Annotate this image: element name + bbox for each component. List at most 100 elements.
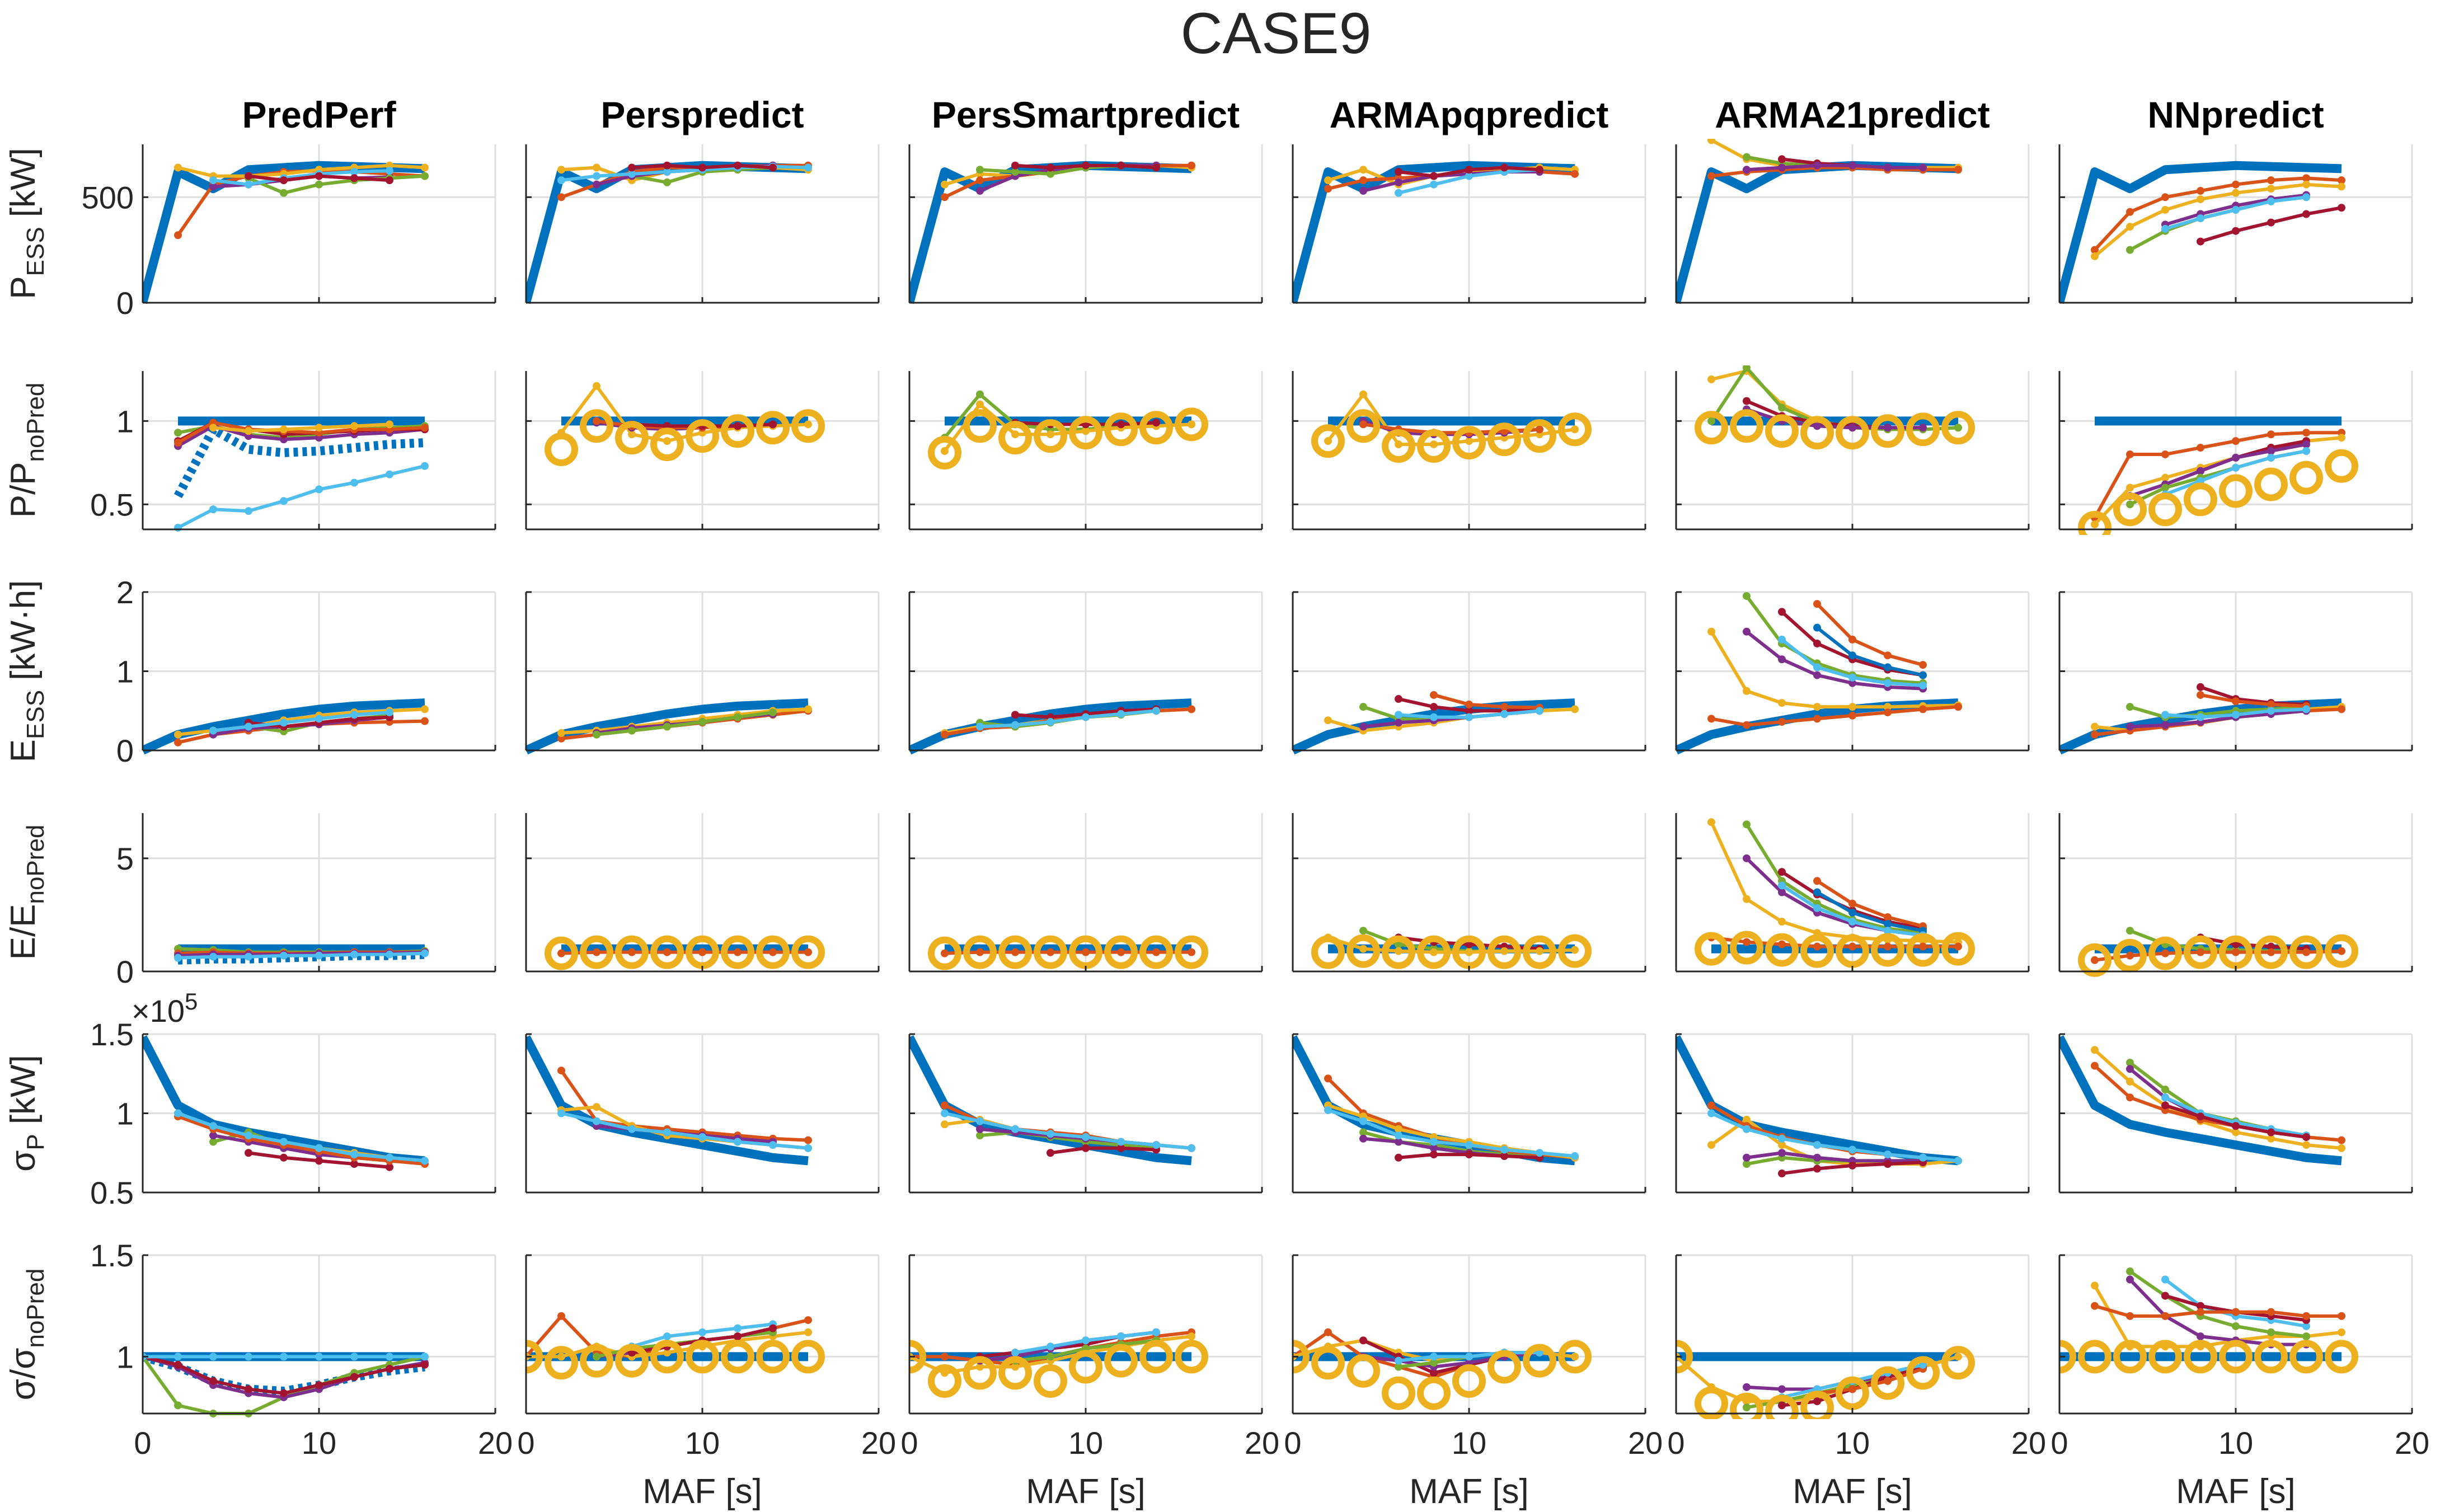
series-point — [1884, 920, 1892, 928]
series-point — [1707, 1109, 1715, 1117]
series-point — [1047, 1149, 1054, 1157]
ratio-circle-marker — [2219, 935, 2253, 969]
series-point — [2126, 1312, 2134, 1320]
series-point — [734, 161, 742, 170]
series-point — [245, 722, 252, 731]
series-line — [1710, 1111, 1959, 1163]
series-point — [593, 180, 600, 189]
series-line — [561, 707, 809, 735]
series-line — [1711, 705, 1959, 727]
ratio-circle-marker — [2113, 492, 2147, 527]
series-line — [213, 422, 390, 433]
series-point — [174, 163, 182, 172]
series-point — [421, 949, 429, 957]
ratio-circle-marker — [1311, 935, 1345, 969]
ratio-circle-marker — [1558, 412, 1592, 447]
plot-area — [928, 390, 1208, 469]
y-tick-label: 2 — [116, 575, 134, 610]
series-point — [976, 1363, 984, 1371]
series-point — [1011, 161, 1019, 170]
series-point — [2267, 185, 2275, 193]
series-point — [1778, 635, 1786, 644]
series-line — [561, 1111, 809, 1150]
series-point — [1778, 1134, 1786, 1143]
series-point — [1188, 705, 1195, 713]
ratio-circle-marker — [1800, 416, 1834, 450]
series-point — [1500, 163, 1508, 172]
subplot-sigmaRatio-4: 0 10 20 MAF [s] — [1667, 1254, 2046, 1511]
plot-area — [173, 416, 429, 532]
series-point — [1954, 703, 1962, 711]
series-point — [1707, 1101, 1715, 1110]
series-point — [557, 949, 565, 957]
series-point — [1848, 161, 1856, 170]
series-point — [1884, 424, 1892, 432]
series-point — [209, 182, 217, 191]
series-point — [804, 705, 812, 713]
series-point — [1813, 623, 1821, 632]
series-point — [1954, 166, 1962, 174]
ratio-circle-marker — [1523, 1344, 1556, 1378]
series-point — [1047, 1353, 1054, 1361]
subplot-sigmaRatio-1: 0 10 20 MAF [s] — [517, 1254, 896, 1511]
series-point — [734, 1332, 742, 1341]
series-line — [177, 163, 425, 178]
ratio-circle-marker — [791, 1340, 825, 1374]
x-axis-label: MAF [s] — [1793, 1472, 1912, 1511]
ratio-circle-marker — [1104, 1344, 1138, 1378]
subplot-sigmaP-5 — [2058, 1033, 2413, 1194]
ratio-circle-marker — [580, 1344, 613, 1378]
ratio-circle-marker — [1034, 1364, 1067, 1398]
ratio-circle-marker — [963, 1356, 997, 1390]
series-point — [209, 1122, 217, 1130]
series-point — [2338, 182, 2345, 191]
series-point — [315, 485, 323, 494]
series-point — [2232, 1322, 2240, 1330]
series-point — [2091, 1046, 2099, 1054]
series-point — [1919, 942, 1927, 951]
series-point — [1465, 700, 1473, 708]
series-point — [1884, 927, 1892, 935]
series-point — [2338, 947, 2345, 955]
series-point — [2267, 447, 2275, 455]
ratio-circle-marker — [545, 936, 578, 970]
ratio-circle-marker — [1730, 409, 1763, 443]
series-point — [209, 424, 217, 432]
series-point — [976, 400, 984, 408]
series-point — [1359, 945, 1367, 953]
series-point — [2161, 1093, 2169, 1102]
series-point — [2302, 1133, 2310, 1141]
y-label-main: P/P — [4, 462, 43, 518]
plot-area — [545, 935, 825, 970]
series-point — [2161, 473, 2169, 482]
series-point — [1082, 1336, 1090, 1345]
x-axis-label: MAF [s] — [1409, 1472, 1529, 1511]
ratio-circle-marker — [1836, 416, 1869, 450]
series-line — [1327, 1108, 1575, 1158]
series-point — [1465, 940, 1473, 948]
x-tick-label: 20 — [2395, 1425, 2429, 1461]
series-point — [1011, 1349, 1019, 1357]
ratio-circle-marker — [1941, 411, 1975, 445]
series-point — [1848, 908, 1856, 917]
series-point — [1465, 1353, 1473, 1361]
series-point — [2091, 520, 2099, 529]
plot-area — [143, 1352, 429, 1417]
series-line — [2093, 176, 2342, 251]
plot-area — [928, 935, 1208, 970]
series-point — [1813, 1141, 1821, 1149]
series-point — [1707, 417, 1715, 425]
series-point — [1359, 1134, 1367, 1143]
series-point — [2126, 1093, 2134, 1102]
subplot-ERatio-4 — [1675, 813, 2030, 973]
series-line — [1746, 163, 1923, 172]
series-point — [315, 1353, 323, 1361]
series-point — [1919, 705, 1927, 713]
series-point — [2161, 1292, 2169, 1300]
series-point — [1047, 1342, 1054, 1351]
series-line — [1433, 693, 1540, 710]
ratio-circle-marker — [1906, 1356, 1940, 1390]
series-point — [1707, 139, 1715, 144]
